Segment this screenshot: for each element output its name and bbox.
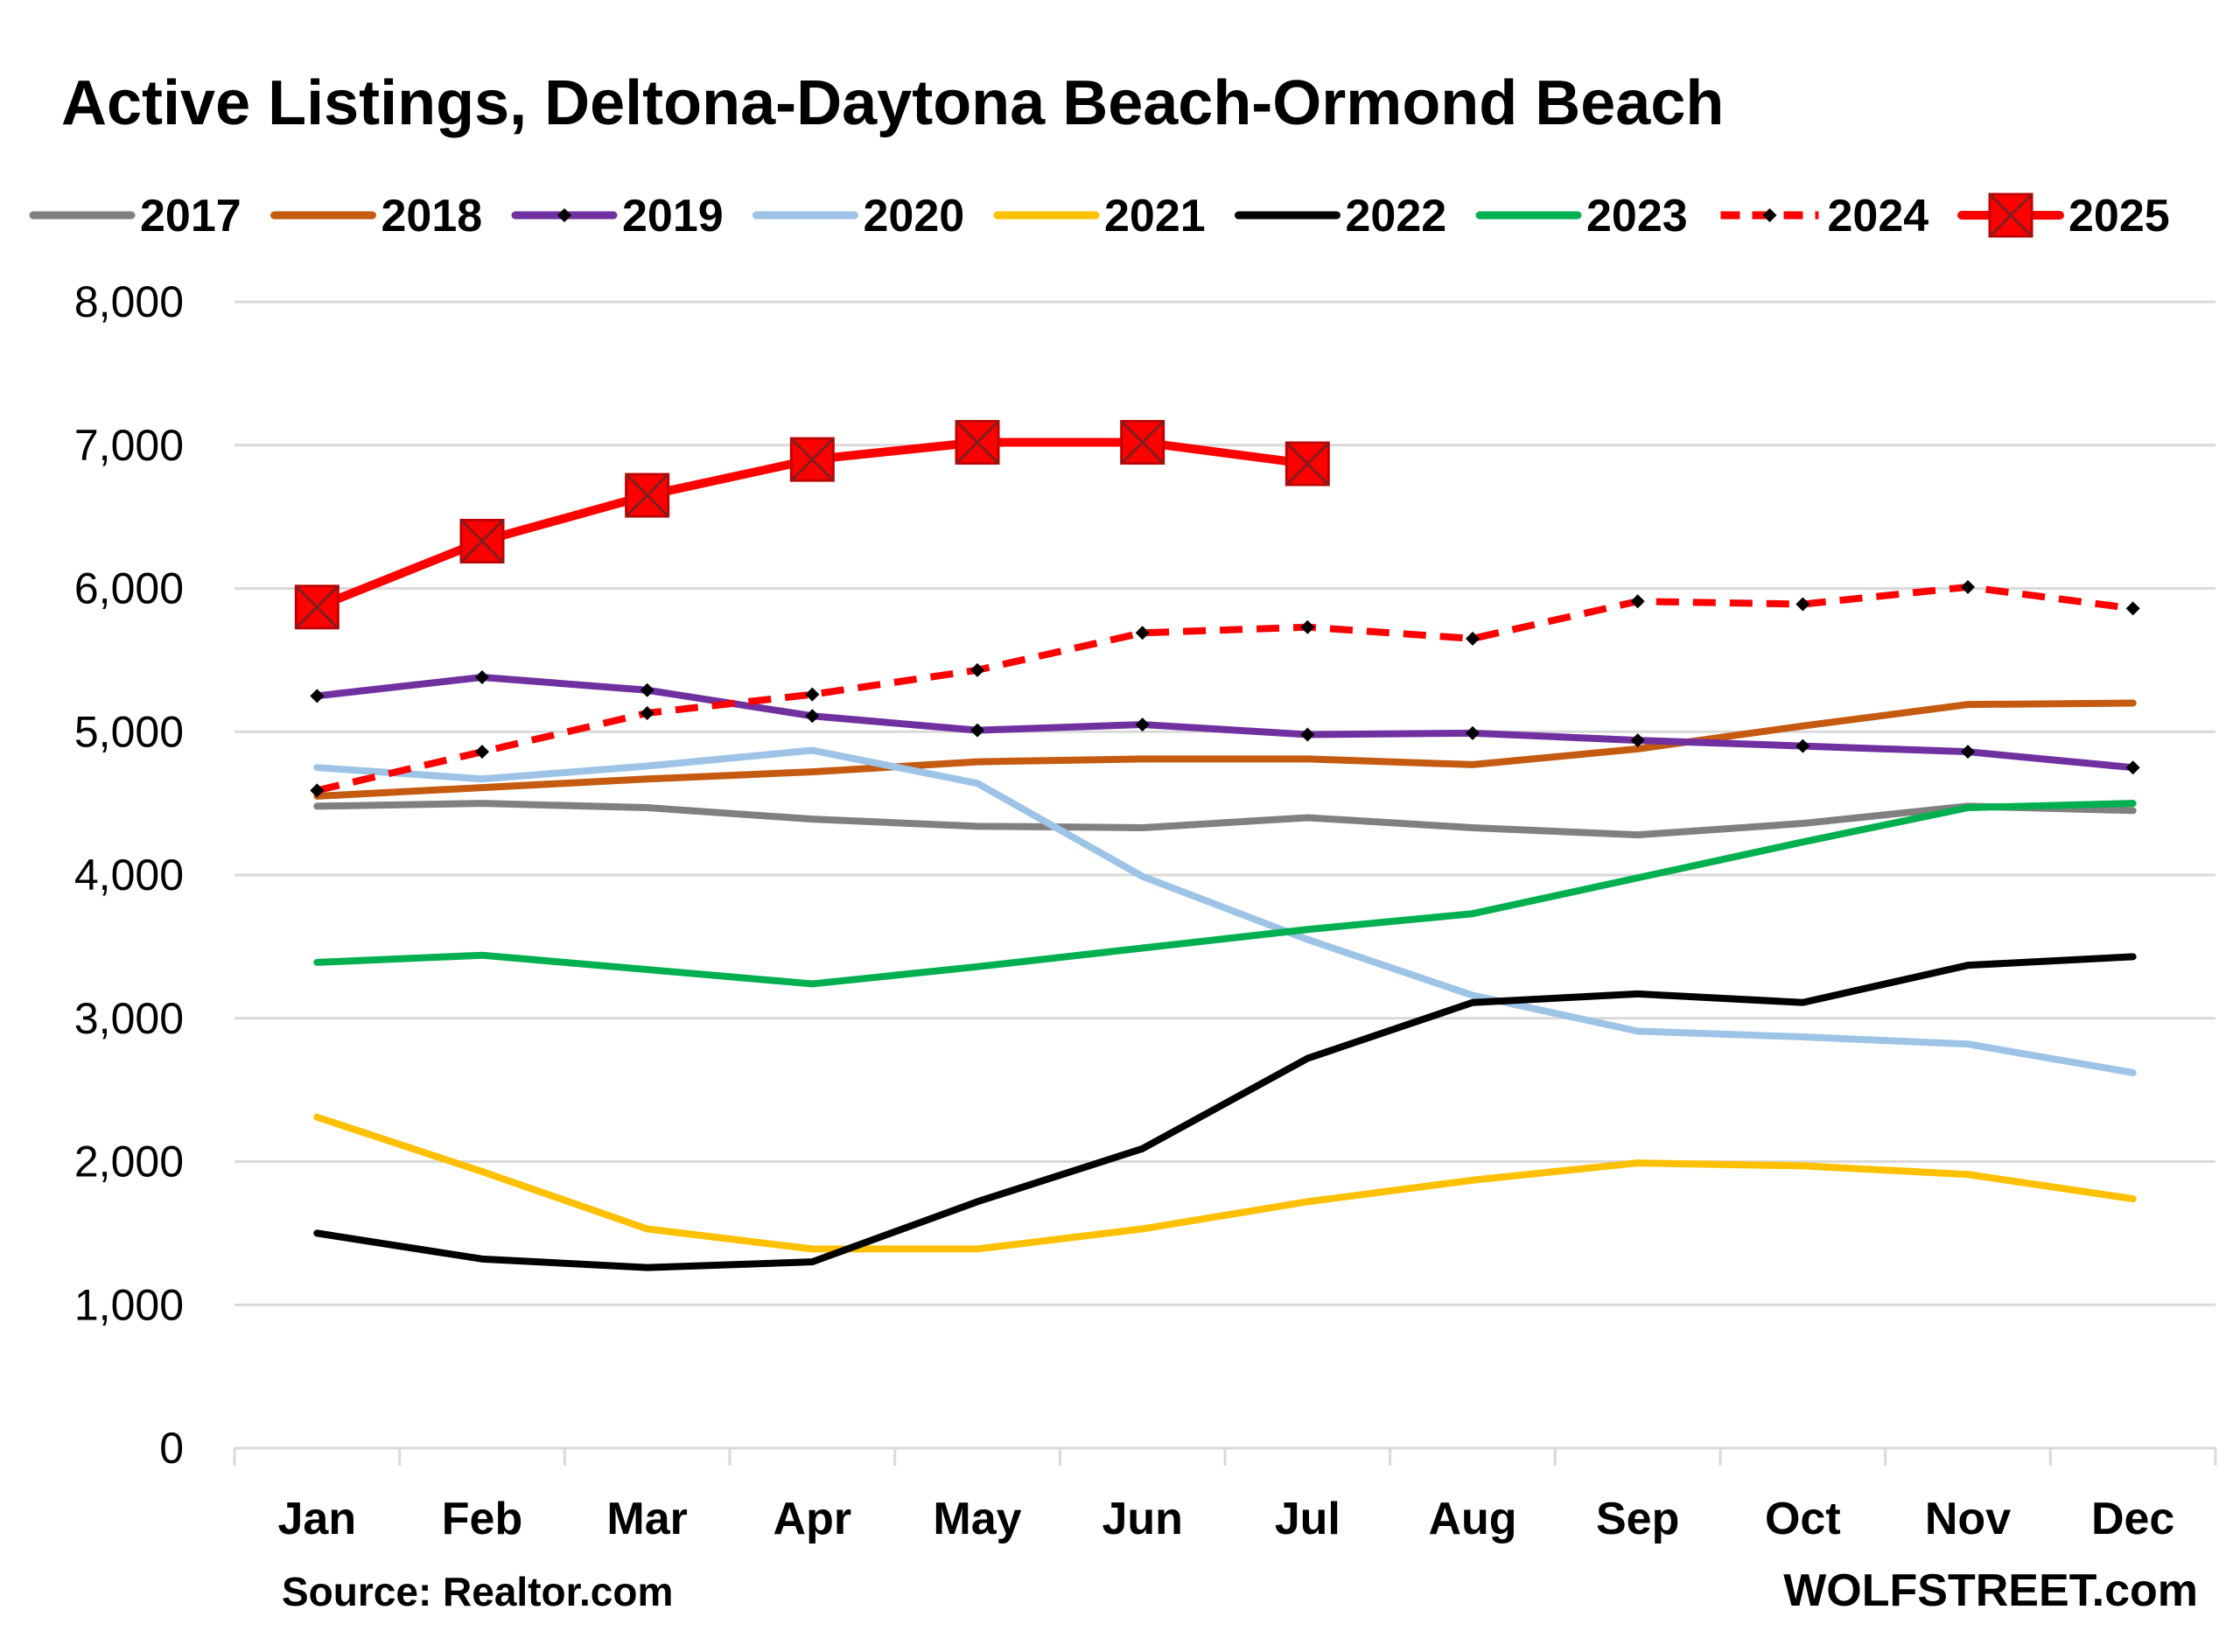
legend-label: 2022: [1346, 191, 1447, 242]
legend-item-2024: 2024: [1720, 191, 1929, 242]
data-point: [1961, 579, 1975, 594]
data-point: [955, 419, 1000, 465]
y-tick-label: 6,000: [74, 564, 184, 613]
y-tick-label: 2,000: [74, 1138, 184, 1186]
data-point: [625, 472, 670, 518]
data-point: [1796, 738, 1810, 753]
y-tick-label: 8,000: [74, 277, 184, 326]
data-point: [1300, 620, 1315, 634]
data-point: [970, 662, 984, 677]
x-tick-label: Jan: [278, 1494, 357, 1544]
data-point: [1630, 594, 1645, 609]
y-tick-label: 5,000: [74, 707, 184, 756]
legend-item-2025: 2025: [1957, 191, 2170, 242]
data-point: [640, 682, 654, 697]
data-point: [640, 705, 654, 720]
series-line-2020: [313, 746, 2137, 1076]
data-point: [1961, 745, 1975, 760]
data-point: [475, 670, 489, 685]
data-point: [789, 437, 835, 482]
data-point: [1762, 208, 1777, 222]
x-tick-label: Jul: [1275, 1494, 1340, 1544]
x-tick-label: Oct: [1765, 1494, 1841, 1544]
legend-label: 2023: [1586, 191, 1688, 242]
series-2025: [294, 419, 1330, 630]
legend: 2017 2018 2019 2020 2021 2022 2023 2024 2025: [29, 191, 2170, 242]
legend-item-2018: 2018: [270, 191, 483, 242]
legend-label: 2018: [382, 191, 483, 242]
series-line-2018: [313, 699, 2137, 800]
data-point: [2125, 601, 2140, 616]
y-tick-label: 1,000: [74, 1280, 184, 1329]
x-axis: Jan Feb Mar Apr May Jun Jul Aug Sep Oct Nov Dec: [233, 1446, 2217, 1544]
series-line-2024: [316, 583, 2134, 794]
data-point: [1284, 441, 1330, 486]
legend-item-2019: 2019: [511, 191, 724, 242]
series-line-2019: [313, 674, 2137, 772]
series-2018: [313, 699, 2137, 800]
y-tick-label: 3,000: [74, 994, 184, 1043]
data-point: [1630, 733, 1645, 748]
data-point: [1300, 727, 1315, 742]
series-line-2017: [313, 800, 2137, 839]
y-tick-label: 4,000: [74, 850, 184, 900]
chart-title: Active Listings, Deltona-Daytona Beach-O…: [61, 68, 1724, 138]
legend-item-2020: 2020: [752, 191, 965, 242]
series-2019: [310, 670, 2140, 775]
x-tick-label: Feb: [442, 1494, 522, 1544]
series-line-2023: [313, 800, 2137, 988]
legend-label: 2019: [622, 191, 724, 242]
data-point: [557, 208, 571, 222]
legend-label: 2017: [140, 191, 242, 242]
data-point: [805, 709, 820, 724]
data-point: [294, 584, 340, 630]
data-point: [1135, 718, 1150, 732]
y-axis: 0 1,000 2,000 3,000 4,000 5,000 6,000 7,000 8,00…: [74, 277, 184, 1473]
legend-item-2021: 2021: [993, 191, 1206, 242]
data-point: [310, 689, 325, 704]
series-2017: [313, 800, 2137, 839]
data-point: [475, 745, 489, 760]
data-point: [459, 518, 505, 564]
legend-label: 2024: [1828, 191, 1929, 242]
x-tick-label: Aug: [1428, 1494, 1516, 1544]
gridlines: [234, 300, 2216, 1306]
y-tick-label: 7,000: [74, 421, 184, 470]
y-tick-label: 0: [159, 1424, 184, 1473]
legend-item-2022: 2022: [1235, 191, 1447, 242]
source-note: Source: Realtor.com: [282, 1569, 673, 1614]
legend-label: 2025: [2068, 191, 2170, 242]
x-tick-label: Nov: [1925, 1494, 2011, 1544]
series-2023: [313, 800, 2137, 988]
data-point: [1988, 192, 2034, 238]
data-point: [310, 783, 325, 798]
legend-item-2023: 2023: [1475, 191, 1688, 242]
series-2022: [313, 953, 2137, 1271]
series-2020: [313, 746, 2137, 1076]
x-tick-label: Dec: [2091, 1494, 2174, 1544]
x-tick-label: Mar: [606, 1494, 687, 1544]
legend-label: 2021: [1104, 191, 1206, 242]
x-tick-label: May: [933, 1494, 1021, 1544]
data-point: [1796, 597, 1810, 612]
series-line-2021: [313, 1113, 2137, 1253]
data-point: [1466, 631, 1480, 646]
x-tick-label: Jun: [1102, 1494, 1182, 1544]
series-2024: [310, 579, 2140, 798]
data-point: [2125, 760, 2140, 775]
legend-label: 2020: [864, 191, 965, 242]
brand-label: WOLFSTREET.com: [1783, 1565, 2198, 1616]
series-line-2022: [313, 953, 2137, 1271]
legend-item-2017: 2017: [29, 191, 242, 242]
x-tick-label: Apr: [774, 1494, 852, 1544]
data-point: [1466, 725, 1480, 740]
data-point: [1120, 419, 1166, 465]
x-tick-label: Sep: [1596, 1494, 1679, 1544]
data-point: [1135, 626, 1150, 640]
data-point: [970, 723, 984, 738]
series-2021: [313, 1113, 2137, 1253]
series-group: [294, 419, 2140, 1271]
data-point: [805, 687, 820, 702]
